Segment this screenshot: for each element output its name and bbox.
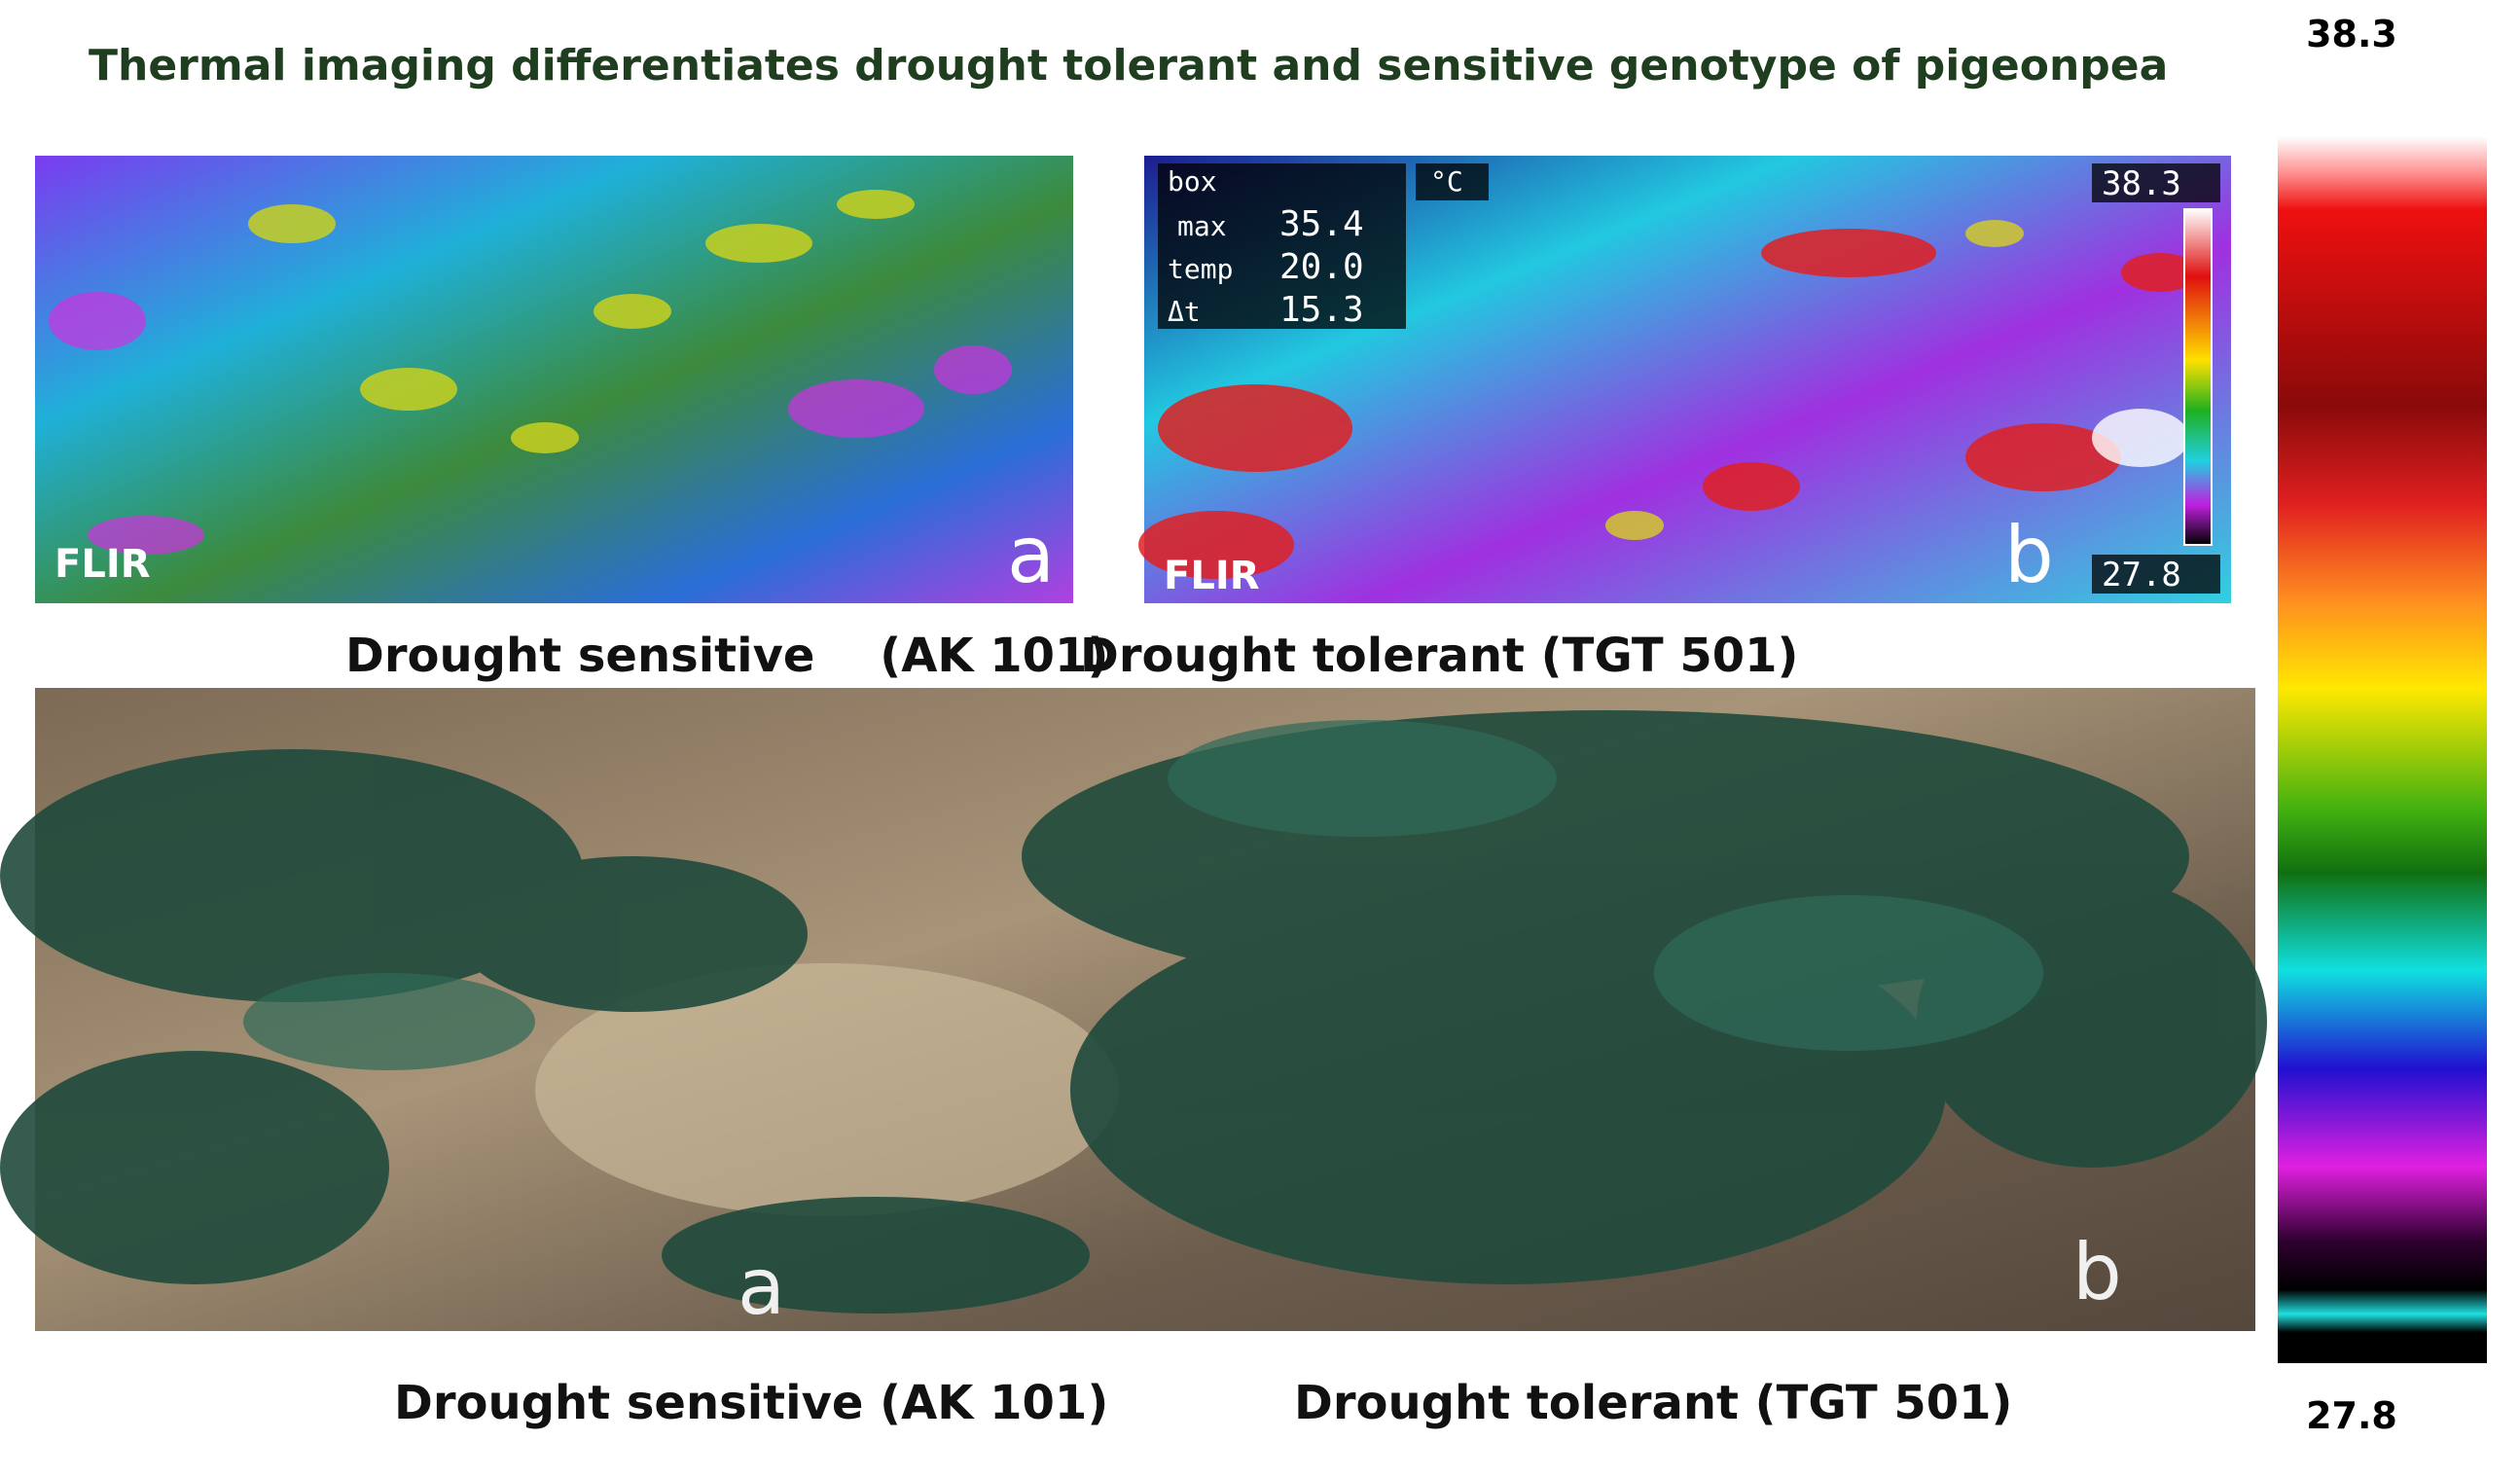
panel-label: b bbox=[2072, 1227, 2122, 1317]
watermark: FLIR bbox=[1164, 554, 1260, 598]
scale-max-label: 38.3 bbox=[2306, 13, 2397, 55]
readout-value: 20.0 bbox=[1279, 247, 1364, 287]
caption: Drought tolerant (TGT 501) bbox=[1294, 1376, 2013, 1430]
watermark: FLIR bbox=[54, 542, 151, 587]
field-photo: a b bbox=[0, 688, 2267, 1332]
panel-label: a bbox=[1007, 510, 1055, 600]
caption: Drought sensitive (AK 101) bbox=[345, 629, 1108, 683]
thermal-image: FLIR a bbox=[35, 156, 1073, 603]
readout-label: box bbox=[1168, 165, 1217, 198]
caption: Drought tolerant (TGT 501) bbox=[1080, 629, 1799, 683]
color-scale: 38.3 27.8 bbox=[2278, 13, 2487, 1437]
readout-unit: °C bbox=[1430, 165, 1463, 198]
panel-label: b bbox=[2004, 510, 2054, 600]
scale-min: 27.8 bbox=[2102, 556, 2181, 594]
caption: Drought sensitive (AK 101) bbox=[394, 1376, 1108, 1430]
scale-min-label: 27.8 bbox=[2306, 1394, 2397, 1437]
scale-max: 38.3 bbox=[2102, 164, 2181, 203]
panel-label: a bbox=[738, 1242, 785, 1332]
readout-value: 35.4 bbox=[1279, 204, 1364, 244]
thermal-image: box °C max 35.4 temp 20.0 Δt 15.3 38.3 2… bbox=[1138, 156, 2231, 603]
readout-label: max bbox=[1177, 210, 1227, 242]
title: Thermal imaging differentiates drought t… bbox=[89, 41, 2168, 90]
readout-value: 15.3 bbox=[1279, 290, 1364, 330]
readout-label: temp bbox=[1168, 253, 1233, 285]
readout-label: Δt bbox=[1168, 296, 1201, 328]
